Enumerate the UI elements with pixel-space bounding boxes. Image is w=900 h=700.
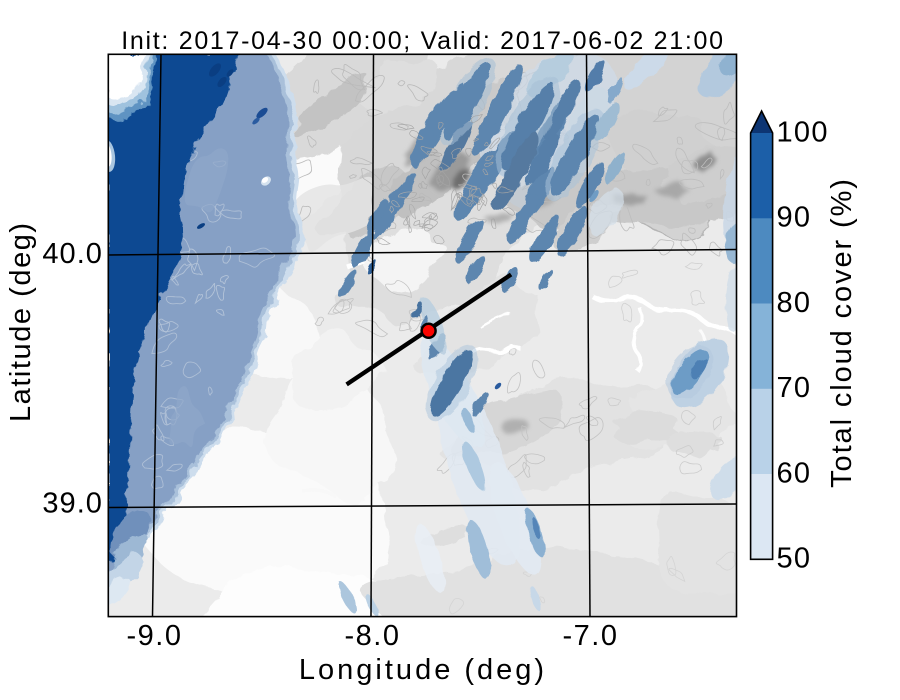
svg-text:-8.0: -8.0 (345, 620, 401, 652)
svg-text:70: 70 (777, 372, 812, 404)
svg-text:Latitude (deg): Latitude (deg) (5, 221, 37, 422)
svg-text:-9.0: -9.0 (127, 620, 183, 652)
svg-text:60: 60 (777, 457, 812, 489)
svg-text:-7.0: -7.0 (563, 620, 619, 652)
svg-text:Longitude (deg): Longitude (deg) (299, 654, 547, 686)
svg-text:50: 50 (777, 543, 812, 575)
svg-text:39.0: 39.0 (42, 488, 103, 520)
svg-text:Total cloud cover (%): Total cloud cover (%) (826, 177, 858, 488)
svg-text:Init: 2017-04-30 00:00; Valid:: Init: 2017-04-30 00:00; Valid: 2017-06-0… (121, 27, 724, 55)
svg-text:40.0: 40.0 (42, 238, 103, 270)
svg-text:100: 100 (777, 117, 829, 149)
svg-text:90: 90 (777, 202, 812, 234)
svg-text:80: 80 (777, 287, 812, 319)
